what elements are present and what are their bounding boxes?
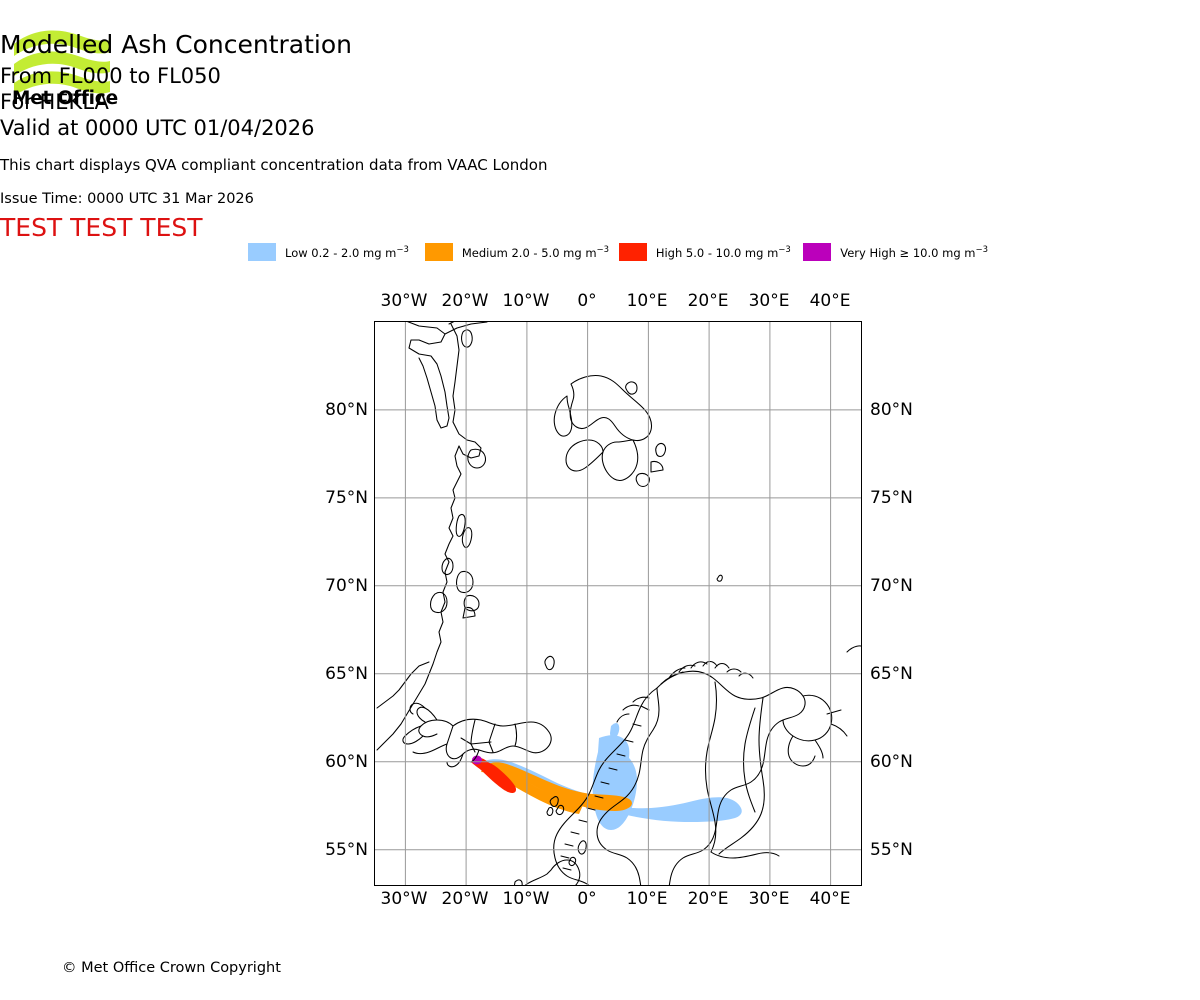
chart-flight-levels: From FL000 to FL050 bbox=[0, 64, 221, 88]
lon-tick-top-40e: 40°E bbox=[809, 291, 851, 311]
legend-exponent-high: −3 bbox=[778, 244, 791, 255]
legend-label-high: High 5.0 - 10.0 mg m−3 bbox=[656, 245, 791, 260]
copyright-notice: © Met Office Crown Copyright bbox=[62, 960, 281, 976]
lon-tick-bottom-10w: 10°W bbox=[502, 889, 550, 909]
lon-tick-bottom-30e: 30°E bbox=[748, 889, 790, 909]
map-gridlines bbox=[375, 322, 861, 885]
chart-qva-note: This chart displays QVA compliant concen… bbox=[0, 156, 548, 174]
legend-exponent-medium: −3 bbox=[596, 244, 610, 255]
lon-tick-top-20e: 20°E bbox=[687, 291, 729, 311]
ash-concentration-map bbox=[374, 321, 862, 886]
lat-tick-left-55n: 55°N bbox=[325, 840, 368, 860]
lon-tick-top-0: 0° bbox=[577, 291, 597, 311]
legend-label-high-text: High 5.0 - 10.0 mg m bbox=[655, 245, 779, 260]
lon-tick-top-10e: 10°E bbox=[626, 291, 668, 311]
lat-tick-right-55n: 55°N bbox=[870, 840, 913, 860]
lon-tick-bottom-20e: 20°E bbox=[687, 889, 729, 909]
lon-tick-bottom-10e: 10°E bbox=[626, 889, 668, 909]
lat-tick-right-70n: 70°N bbox=[870, 576, 913, 596]
lon-tick-top-30e: 30°E bbox=[748, 291, 790, 311]
chart-valid-time: Valid at 0000 UTC 01/04/2026 bbox=[0, 116, 315, 140]
ash-layer-very-high bbox=[472, 755, 482, 765]
lon-tick-bottom-40e: 40°E bbox=[809, 889, 851, 909]
legend-exponent-low: −3 bbox=[396, 244, 409, 255]
map-canvas bbox=[375, 322, 861, 885]
lat-tick-left-60n: 60°N bbox=[325, 752, 368, 772]
lat-tick-left-65n: 65°N bbox=[325, 664, 368, 684]
met-office-wave-mark bbox=[14, 30, 110, 96]
legend-label-low: Low 0.2 - 2.0 mg m−3 bbox=[285, 245, 409, 260]
chart-issue-time: Issue Time: 0000 UTC 31 Mar 2026 bbox=[0, 191, 254, 207]
concentration-legend: Low 0.2 - 2.0 mg m−3 Medium 2.0 - 5.0 mg… bbox=[248, 242, 988, 262]
legend-label-medium: Medium 2.0 - 5.0 mg m−3 bbox=[462, 245, 609, 260]
lat-tick-right-75n: 75°N bbox=[870, 488, 913, 508]
chart-volcano-name: For HEKLA bbox=[0, 90, 109, 114]
met-office-logo-text: Met Office bbox=[12, 88, 118, 109]
lon-tick-bottom-0: 0° bbox=[577, 889, 597, 909]
lat-tick-left-70n: 70°N bbox=[325, 576, 368, 596]
lat-tick-right-80n: 80°N bbox=[870, 400, 913, 420]
lon-tick-bottom-30w: 30°W bbox=[380, 889, 428, 909]
legend-label-very-high-text: Very High ≥ 10.0 mg m bbox=[840, 245, 976, 260]
test-banner: TEST TEST TEST bbox=[0, 213, 203, 242]
legend-item-very-high: Very High ≥ 10.0 mg m−3 bbox=[803, 242, 988, 262]
legend-swatch-very-high bbox=[803, 243, 832, 261]
legend-swatch-low bbox=[248, 243, 276, 261]
legend-item-medium: Medium 2.0 - 5.0 mg m−3 bbox=[424, 242, 609, 262]
met-office-logo bbox=[12, 22, 142, 117]
lon-tick-top-20w: 20°W bbox=[441, 291, 489, 311]
lon-tick-top-30w: 30°W bbox=[380, 291, 428, 311]
legend-label-low-text: Low 0.2 - 2.0 mg m bbox=[285, 245, 397, 260]
lat-tick-right-60n: 60°N bbox=[870, 752, 913, 772]
map-frame bbox=[374, 321, 862, 886]
lon-tick-bottom-20w: 20°W bbox=[441, 889, 489, 909]
lon-tick-top-10w: 10°W bbox=[502, 291, 550, 311]
legend-swatch-medium bbox=[424, 243, 453, 261]
legend-swatch-high bbox=[618, 243, 647, 261]
lat-tick-right-65n: 65°N bbox=[870, 664, 913, 684]
legend-label-medium-text: Medium 2.0 - 5.0 mg m bbox=[461, 245, 597, 260]
legend-item-low: Low 0.2 - 2.0 mg m−3 bbox=[248, 242, 409, 262]
chart-title: Modelled Ash Concentration bbox=[0, 30, 352, 59]
legend-exponent-very-high: −3 bbox=[975, 244, 989, 255]
lat-tick-left-80n: 80°N bbox=[325, 400, 368, 420]
lat-tick-left-75n: 75°N bbox=[325, 488, 368, 508]
legend-label-very-high: Very High ≥ 10.0 mg m−3 bbox=[840, 245, 988, 260]
legend-item-high: High 5.0 - 10.0 mg m−3 bbox=[618, 242, 791, 262]
coastlines bbox=[376, 322, 861, 885]
